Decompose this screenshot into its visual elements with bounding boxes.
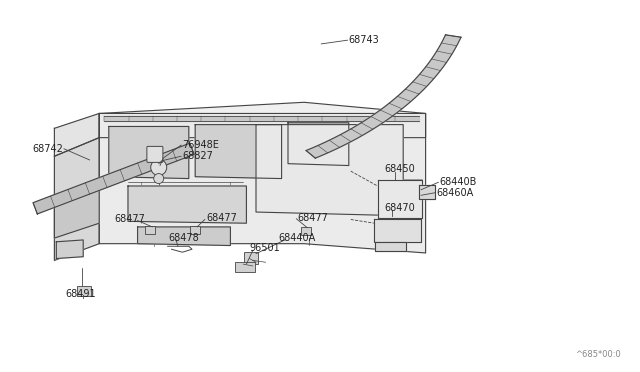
Polygon shape bbox=[298, 116, 306, 121]
Polygon shape bbox=[306, 116, 314, 121]
Polygon shape bbox=[375, 242, 406, 251]
Polygon shape bbox=[225, 116, 234, 121]
Text: 68440A: 68440A bbox=[278, 233, 316, 243]
Polygon shape bbox=[234, 116, 241, 121]
Polygon shape bbox=[419, 185, 435, 199]
Polygon shape bbox=[136, 116, 145, 121]
Polygon shape bbox=[282, 116, 290, 121]
Circle shape bbox=[154, 174, 164, 183]
Polygon shape bbox=[314, 116, 323, 121]
Polygon shape bbox=[109, 126, 189, 179]
Polygon shape bbox=[323, 116, 330, 121]
Polygon shape bbox=[128, 186, 246, 223]
Polygon shape bbox=[346, 116, 355, 121]
Polygon shape bbox=[145, 116, 153, 121]
Polygon shape bbox=[379, 116, 387, 121]
Text: 76948E: 76948E bbox=[182, 140, 220, 150]
Text: 68477: 68477 bbox=[206, 213, 237, 223]
Polygon shape bbox=[371, 116, 379, 121]
Polygon shape bbox=[104, 116, 113, 121]
Bar bbox=[77, 286, 91, 296]
Polygon shape bbox=[209, 116, 218, 121]
Text: 68827: 68827 bbox=[182, 151, 213, 161]
Polygon shape bbox=[339, 116, 346, 121]
Polygon shape bbox=[266, 116, 274, 121]
Text: ^685*00:0: ^685*00:0 bbox=[575, 350, 621, 359]
Text: 68440B: 68440B bbox=[440, 177, 477, 187]
Polygon shape bbox=[195, 125, 282, 179]
Bar bbox=[244, 252, 258, 264]
Polygon shape bbox=[138, 227, 230, 246]
Polygon shape bbox=[395, 116, 403, 121]
Polygon shape bbox=[54, 138, 99, 260]
Polygon shape bbox=[250, 116, 258, 121]
Polygon shape bbox=[177, 116, 185, 121]
Text: 68450: 68450 bbox=[384, 164, 415, 174]
Polygon shape bbox=[129, 116, 136, 121]
Polygon shape bbox=[169, 116, 177, 121]
Polygon shape bbox=[403, 116, 411, 121]
Polygon shape bbox=[274, 116, 282, 121]
Polygon shape bbox=[387, 116, 395, 121]
Text: 68743: 68743 bbox=[349, 35, 380, 45]
Text: 68742: 68742 bbox=[32, 144, 63, 154]
Text: 68477: 68477 bbox=[114, 215, 145, 224]
Polygon shape bbox=[374, 219, 421, 242]
Polygon shape bbox=[330, 116, 339, 121]
FancyBboxPatch shape bbox=[147, 146, 163, 163]
Polygon shape bbox=[33, 143, 194, 214]
Bar bbox=[301, 227, 311, 235]
Polygon shape bbox=[218, 116, 225, 121]
Polygon shape bbox=[161, 116, 169, 121]
Polygon shape bbox=[378, 180, 422, 218]
Polygon shape bbox=[99, 113, 426, 253]
Polygon shape bbox=[56, 240, 83, 259]
Polygon shape bbox=[363, 116, 371, 121]
Polygon shape bbox=[411, 116, 419, 121]
Bar bbox=[145, 226, 156, 234]
Text: 96501: 96501 bbox=[250, 244, 280, 253]
Polygon shape bbox=[120, 116, 129, 121]
Circle shape bbox=[151, 159, 167, 176]
Polygon shape bbox=[290, 116, 298, 121]
Polygon shape bbox=[241, 116, 250, 121]
Polygon shape bbox=[153, 116, 161, 121]
Polygon shape bbox=[355, 116, 363, 121]
Polygon shape bbox=[258, 116, 266, 121]
Text: 68478: 68478 bbox=[168, 233, 199, 243]
Polygon shape bbox=[54, 190, 99, 238]
Polygon shape bbox=[185, 116, 193, 121]
Text: 68470: 68470 bbox=[384, 203, 415, 212]
Polygon shape bbox=[113, 116, 120, 121]
Text: 68477: 68477 bbox=[298, 213, 328, 222]
Polygon shape bbox=[306, 35, 461, 158]
Polygon shape bbox=[193, 116, 201, 121]
Bar bbox=[190, 226, 200, 234]
Polygon shape bbox=[256, 125, 403, 216]
Polygon shape bbox=[201, 116, 209, 121]
Text: 68491: 68491 bbox=[65, 289, 96, 299]
Text: 68460A: 68460A bbox=[436, 188, 474, 198]
Bar bbox=[235, 262, 255, 272]
Polygon shape bbox=[54, 113, 99, 156]
Polygon shape bbox=[99, 102, 426, 138]
Polygon shape bbox=[288, 123, 349, 166]
